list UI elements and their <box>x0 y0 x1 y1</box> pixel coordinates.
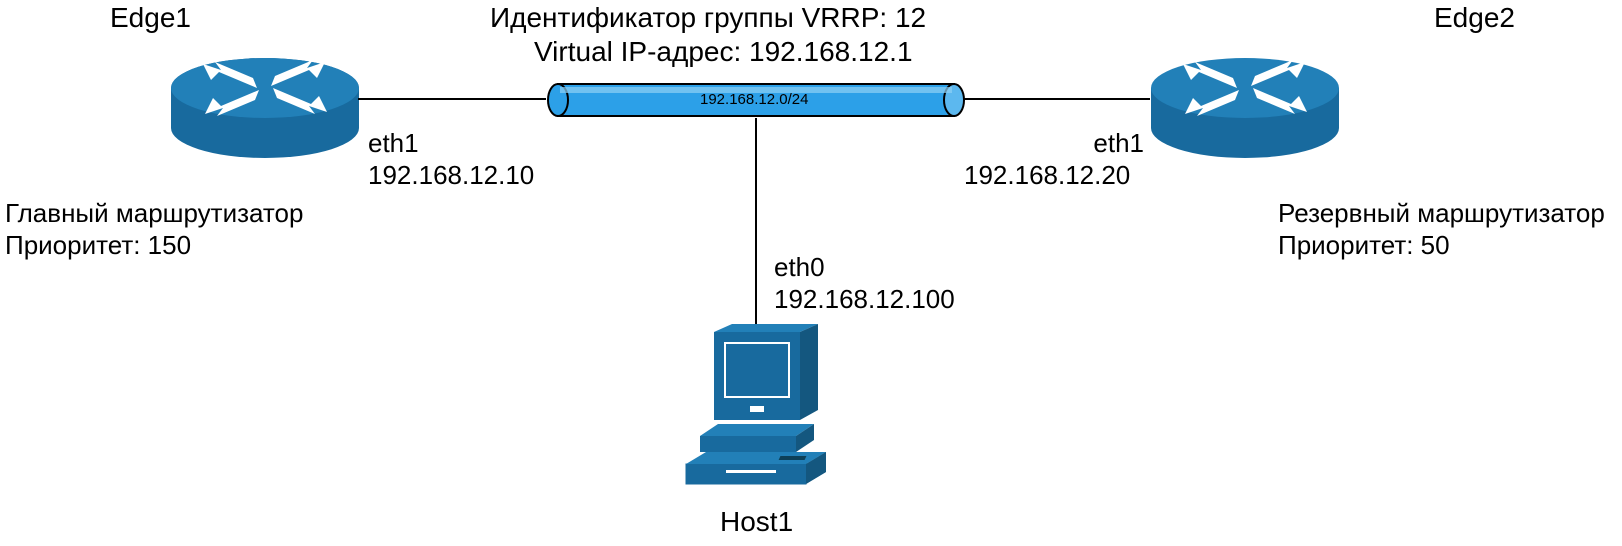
vrrp-group-label: Идентификатор группы VRRP: 12 <box>490 2 926 34</box>
link-line <box>358 98 546 100</box>
edge2-priority: Приоритет: 50 <box>1278 230 1450 261</box>
edge2-role: Резервный маршрутизатор <box>1278 198 1605 229</box>
edge2-name: Edge2 <box>1434 2 1515 34</box>
computer-icon <box>666 324 846 494</box>
edge1-priority: Приоритет: 150 <box>5 230 191 261</box>
edge2-ip: 192.168.12.20 <box>964 160 1130 191</box>
host-ip: 192.168.12.100 <box>774 284 955 315</box>
vrrp-vip-label: Virtual IP-адрес: 192.168.12.1 <box>534 36 913 68</box>
router-icon <box>1145 40 1345 160</box>
network-subnet: 192.168.12.0/24 <box>700 91 808 108</box>
link-line <box>755 118 757 326</box>
router-icon <box>165 40 365 160</box>
edge2-interface: eth1 <box>1088 128 1144 159</box>
host-interface: eth0 <box>774 252 825 283</box>
link-line <box>962 98 1150 100</box>
host1-name: Host1 <box>720 506 793 538</box>
edge1-interface: eth1 <box>368 128 419 159</box>
edge1-role: Главный маршрутизатор <box>5 198 303 229</box>
edge1-ip: 192.168.12.10 <box>368 160 534 191</box>
edge1-name: Edge1 <box>110 2 191 34</box>
